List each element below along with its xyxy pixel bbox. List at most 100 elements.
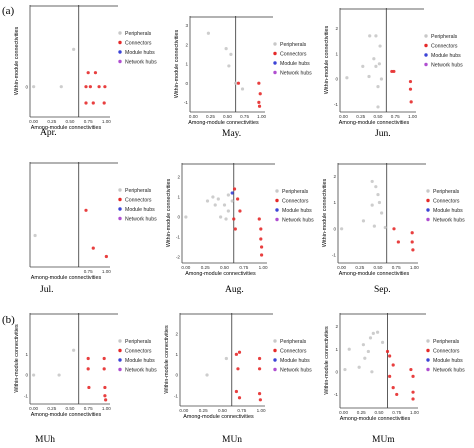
y-tick-label: 1 [25,352,28,357]
x-tick-label: 0.75 [392,410,401,415]
legend-marker-network-hubs [273,70,277,75]
data-point-peripherals [374,34,378,38]
panel-title: Jul. [40,285,53,295]
legend-label: Peripherals [280,42,307,48]
y-tick-label: 2 [335,26,338,31]
legend-label: Module hubs [280,61,310,67]
x-tick-label: 1.00 [257,408,266,413]
data-point-connectors [408,87,413,91]
y-axis-title: Within-module connectivities [166,179,172,248]
legend-label: Module hubs [431,53,461,59]
chart-panel-3: 0.00 0.25 0.50 0.75 1.00 2 1 0 -1 Among-module co… [324,8,463,139]
legend-label: Connectors [280,51,307,57]
data-point-connectors [259,227,263,231]
data-point-peripherals [377,62,381,66]
data-point-peripherals [234,81,238,85]
x-tick-label: 1.00 [102,269,111,274]
legend-marker-module-hubs [273,358,277,362]
data-point-connectors [388,374,392,378]
data-point-peripherals [33,233,37,238]
data-point-connectors [93,71,98,75]
x-axis-title: Among-module connectivities [339,120,410,126]
chart-panel-7: 0.00 0.25 0.50 0.75 1.00 1 0 -1 Among-module con… [14,313,157,445]
data-point-peripherals [376,85,380,89]
x-tick-label: 0.50 [66,119,75,124]
x-tick-label: 0.75 [391,114,400,119]
x-tick-label: 0.50 [220,265,229,270]
legend-marker-peripherals [118,339,122,343]
data-point-connectors [257,81,261,85]
data-point-peripherals [378,44,382,48]
legend-marker-peripherals [275,189,279,193]
x-tick-label: 1.00 [102,406,111,411]
data-point-peripherals [340,227,344,231]
data-point-peripherals [376,105,380,109]
data-point-peripherals [372,224,376,228]
data-point-peripherals [213,203,217,207]
legend-label: Network hubs [280,367,312,373]
data-point-peripherals [345,76,349,80]
legend-label: Network hubs [282,217,314,223]
legend-label: Peripherals [280,339,307,345]
panel-title: MUn [222,435,242,445]
data-point-peripherals [363,356,367,360]
chart-panel-6: 0.00 0.25 0.50 0.75 1.00 2 1 0 -1 Among-module co… [322,163,465,295]
legend-marker-peripherals [426,189,430,193]
y-tick-label: -1 [176,235,181,240]
data-point-peripherals [375,330,380,334]
data-point-connectors [237,350,242,354]
data-point-peripherals [59,85,63,89]
data-point-connectors [257,367,262,371]
y-tick-label: 1 [185,62,188,67]
data-point-connectors [392,69,396,74]
x-axis-title: Among-module connectivities [31,275,102,281]
x-tick-label: 0.00 [29,406,38,411]
y-axis-title: Within-module connectivities [14,324,20,393]
data-point-peripherals [383,225,387,230]
data-point-connectors [84,85,88,89]
data-point-peripherals [57,373,61,377]
y-tick-label: 2 [335,324,338,329]
x-tick-label: 0.25 [357,410,366,415]
data-point-peripherals [216,197,220,201]
data-point-connectors [259,245,264,249]
data-point-peripherals [222,203,227,207]
y-tick-label: 1 [335,347,338,352]
legend-label: Peripherals [125,31,152,37]
x-axis-title: Among-module connectivities [185,271,256,277]
legend-label: Module hubs [125,207,155,213]
x-tick-label: 0.00 [337,265,346,270]
data-point-connectors [257,100,261,104]
legend-label: Module hubs [280,358,310,364]
x-tick-label: 1.00 [259,265,268,270]
panel-title: Apr. [40,128,57,138]
x-tick-label: 1.00 [408,114,417,119]
data-point-connectors [236,81,241,85]
legend-label: Connectors [125,197,152,203]
data-point-connectors [411,248,415,252]
y-tick-label: -1 [332,253,337,258]
data-point-peripherals [376,192,380,197]
data-point-peripherals [72,348,76,352]
y-tick-label: 0 [335,369,338,374]
legend-marker-module-hubs [426,358,430,362]
y-tick-label: 0 [25,373,28,378]
x-tick-label: 0.25 [206,114,215,119]
data-point-connectors [411,390,415,394]
y-tick-label: 1 [335,51,338,56]
data-point-peripherals [224,356,228,361]
y-tick-label: -2 [176,255,181,260]
data-point-peripherals [211,195,215,199]
data-point-connectors [257,104,262,108]
legend-marker-connectors [118,40,122,45]
data-point-peripherals [380,211,384,215]
data-point-peripherals [379,77,384,81]
legend-label: Connectors [433,348,460,354]
legend-marker-network-hubs [118,59,122,64]
data-point-peripherals [370,370,374,374]
data-point-peripherals [374,64,378,68]
legend-label: Peripherals [433,189,460,195]
data-point-peripherals [367,74,371,79]
legend-label: Module hubs [125,50,155,56]
legend-label: Connectors [433,198,460,204]
